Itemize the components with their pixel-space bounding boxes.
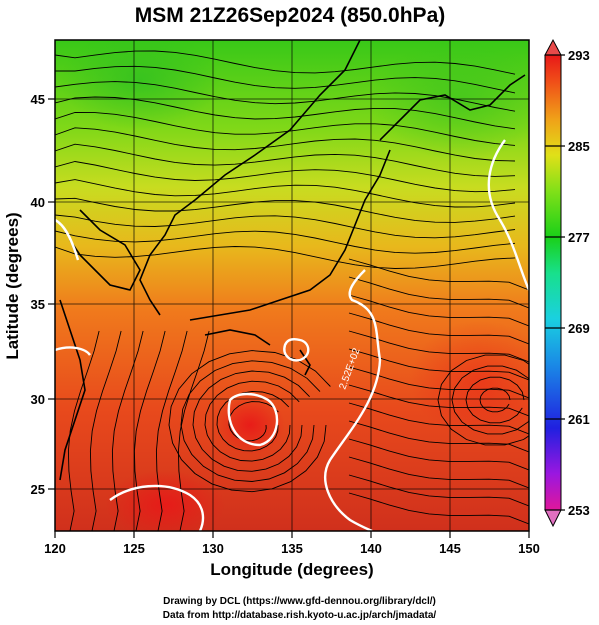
streamline bbox=[67, 330, 100, 531]
streamline bbox=[348, 330, 529, 363]
coastlines bbox=[59, 40, 526, 481]
streamline bbox=[55, 214, 516, 239]
y-axis-label: Latitude (degrees) bbox=[3, 212, 22, 359]
warm-core bbox=[215, 395, 285, 455]
streamline bbox=[133, 330, 166, 531]
streamline bbox=[348, 276, 529, 309]
x-tick-label: 140 bbox=[360, 541, 382, 556]
x-tick-label: 150 bbox=[518, 541, 540, 556]
y-tick-label: 45 bbox=[31, 92, 45, 107]
colorbar-ticks bbox=[545, 54, 565, 511]
streamline bbox=[437, 354, 529, 446]
contour-lines bbox=[55, 139, 529, 531]
streamline bbox=[55, 161, 516, 193]
colorbar-tick-label: 277 bbox=[568, 230, 590, 245]
streamline bbox=[55, 111, 516, 146]
plot-area: 2.52E+02 bbox=[55, 40, 529, 531]
colorbar-tick-labels: 293 285 277 269 261 253 bbox=[568, 48, 590, 518]
x-tick-labels: 120 125 130 135 140 145 150 bbox=[44, 541, 540, 556]
y-tick-label: 40 bbox=[31, 195, 45, 210]
colorbar-min-arrow bbox=[544, 509, 562, 528]
streamline bbox=[348, 438, 529, 471]
streamline bbox=[55, 246, 516, 269]
streamline bbox=[228, 401, 279, 442]
cool-northeast bbox=[370, 40, 529, 160]
streamline bbox=[55, 50, 516, 75]
colorbar-tick-label: 285 bbox=[568, 139, 590, 154]
y-tick-labels: 25 30 35 40 45 bbox=[31, 92, 45, 497]
streamline bbox=[180, 360, 321, 482]
streamline bbox=[55, 81, 516, 112]
colorbar-scale bbox=[544, 54, 562, 511]
streamline bbox=[348, 258, 529, 291]
streamline bbox=[55, 230, 516, 254]
streamline bbox=[155, 330, 188, 531]
colorbar-tick-label: 293 bbox=[568, 48, 590, 63]
y-tick-label: 25 bbox=[31, 482, 45, 497]
colorbar: 293 285 277 269 261 253 bbox=[544, 38, 590, 528]
streamline bbox=[348, 456, 529, 489]
streamline bbox=[192, 370, 310, 472]
streamline bbox=[348, 420, 529, 453]
y-tick-label: 30 bbox=[31, 392, 45, 407]
streamline bbox=[204, 380, 300, 462]
colorbar-tick-label: 269 bbox=[568, 321, 590, 336]
streamline bbox=[348, 294, 529, 327]
x-tick-label: 145 bbox=[439, 541, 461, 556]
streamlines bbox=[55, 50, 529, 531]
streamline bbox=[89, 330, 122, 531]
tick-marks bbox=[48, 98, 530, 538]
y-tick-label: 35 bbox=[31, 297, 45, 312]
streamline bbox=[55, 96, 516, 130]
streamline bbox=[55, 179, 516, 208]
streamline bbox=[348, 474, 529, 507]
streamline bbox=[479, 387, 511, 413]
x-tick-label: 135 bbox=[281, 541, 303, 556]
streamline bbox=[216, 390, 290, 452]
streamline bbox=[55, 65, 516, 94]
warm-core-south bbox=[105, 470, 225, 531]
streamline bbox=[348, 402, 529, 435]
figure-title: MSM 21Z26Sep2024 (850.0hPa) bbox=[135, 4, 446, 27]
streamline bbox=[55, 127, 516, 162]
streamline bbox=[465, 376, 525, 424]
x-axis-label: Longitude (degrees) bbox=[210, 560, 373, 579]
colorbar-tick-label: 261 bbox=[568, 412, 590, 427]
x-tick-label: 125 bbox=[123, 541, 145, 556]
x-tick-label: 120 bbox=[44, 541, 66, 556]
colorbar-tick-label: 253 bbox=[568, 503, 590, 518]
streamline bbox=[177, 330, 210, 531]
cool-north bbox=[60, 40, 220, 130]
streamline bbox=[168, 350, 331, 493]
x-tick-label: 130 bbox=[202, 541, 224, 556]
streamline bbox=[55, 197, 516, 223]
colorbar-max-arrow bbox=[544, 38, 562, 56]
streamline bbox=[451, 365, 529, 435]
credit-drawing: Drawing by DCL (https://www.gfd-dennou.o… bbox=[163, 596, 436, 607]
streamline bbox=[348, 492, 529, 525]
streamline bbox=[111, 330, 144, 531]
streamline bbox=[348, 312, 529, 345]
credit-data: Data from http://database.rish.kyoto-u.a… bbox=[162, 610, 437, 621]
streamline bbox=[55, 143, 516, 177]
